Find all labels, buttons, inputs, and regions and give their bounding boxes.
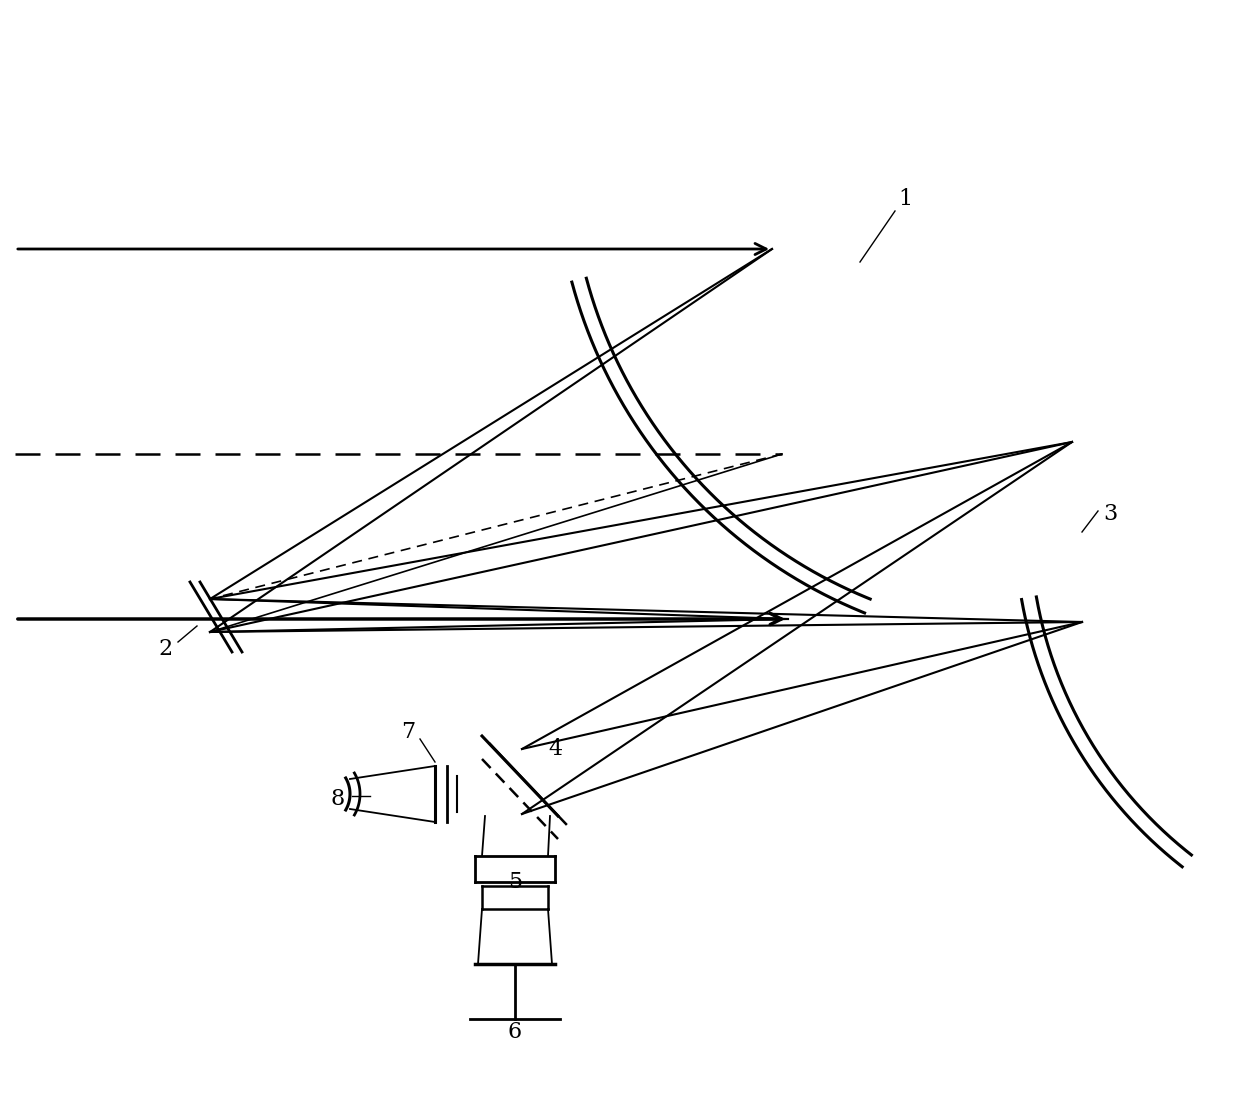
Text: 4: 4 bbox=[548, 737, 562, 760]
Text: 8: 8 bbox=[331, 788, 345, 810]
Text: 3: 3 bbox=[1102, 503, 1117, 526]
Text: 1: 1 bbox=[898, 188, 913, 210]
Text: 7: 7 bbox=[401, 721, 415, 743]
Text: 2: 2 bbox=[157, 638, 172, 660]
Text: 5: 5 bbox=[508, 871, 522, 893]
Text: 6: 6 bbox=[508, 1021, 522, 1043]
